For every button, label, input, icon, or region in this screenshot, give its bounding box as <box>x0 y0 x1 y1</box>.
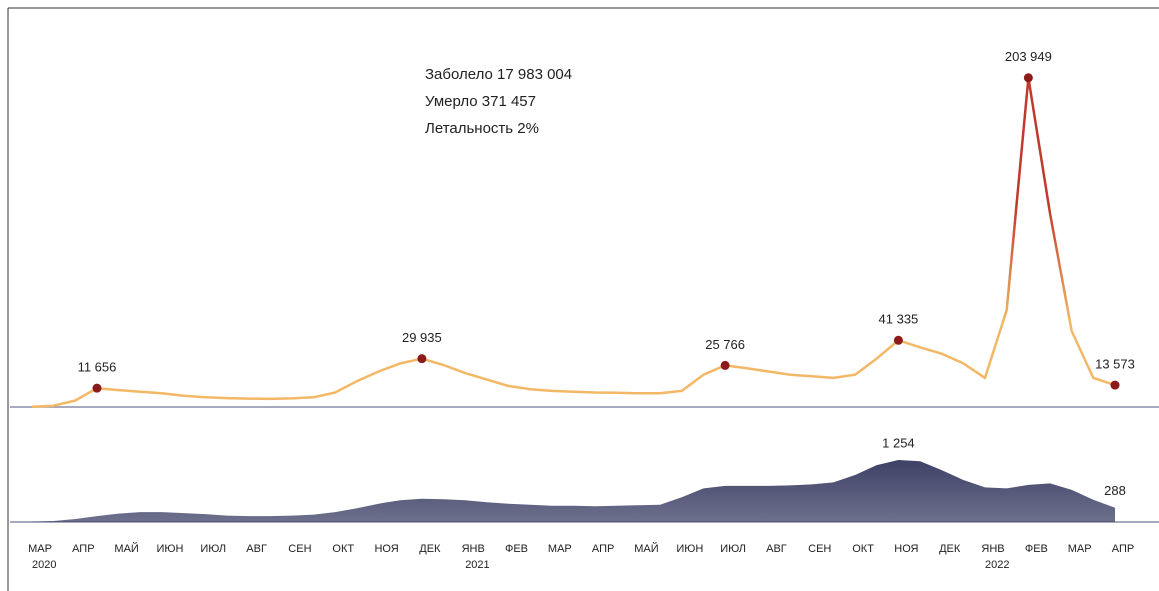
peak-label: 41 335 <box>879 312 919 327</box>
summary-line: Заболело 17 983 004 <box>425 66 572 83</box>
summary-line: Летальность 2% <box>425 120 539 137</box>
peak-point <box>92 383 102 393</box>
x-tick-label: МАЙ <box>114 542 138 555</box>
x-tick-label: МАЙ <box>634 542 658 555</box>
x-tick-label: АПР <box>592 543 614 555</box>
x-tick-label: АПР <box>1112 543 1134 555</box>
x-tick-label: АПР <box>72 543 94 555</box>
deaths-area <box>32 460 1115 522</box>
x-tick-label: АВГ <box>246 543 267 555</box>
x-tick-label: ИЮН <box>676 543 703 555</box>
peak-label: 13 573 <box>1095 357 1135 372</box>
peak-label: 203 949 <box>1005 49 1052 64</box>
peak-point <box>720 360 730 370</box>
x-tick-label: СЕН <box>808 543 831 555</box>
cases-line <box>31 76 1116 408</box>
x-tick-label: ДЕК <box>419 543 441 555</box>
x-tick-label: НОЯ <box>894 543 918 555</box>
x-tick-label: ДЕК <box>939 543 961 555</box>
x-tick-label: МАР <box>28 543 52 555</box>
peak-point <box>417 354 427 364</box>
x-tick-label: ФЕВ <box>1025 543 1048 555</box>
x-tick-label: ОКТ <box>852 543 874 555</box>
x-tick-label: ЯНВ <box>462 543 485 555</box>
year-label: 2020 <box>32 559 56 571</box>
peak-point <box>1110 380 1120 390</box>
x-tick-label: ИЮЛ <box>720 543 746 555</box>
year-label: 2022 <box>985 559 1009 571</box>
peak-label: 11 656 <box>78 360 117 375</box>
x-tick-label: ИЮН <box>156 543 183 555</box>
year-label: 2021 <box>465 559 489 571</box>
death-label: 1 254 <box>882 435 915 450</box>
peak-point <box>893 335 903 345</box>
x-tick-label: ОКТ <box>332 543 354 555</box>
peak-label: 25 766 <box>705 337 745 352</box>
x-tick-label: НОЯ <box>374 543 398 555</box>
x-tick-label: ФЕВ <box>505 543 528 555</box>
peak-label: 29 935 <box>402 330 442 345</box>
x-tick-label: ЯНВ <box>981 543 1004 555</box>
x-tick-label: ИЮЛ <box>200 543 226 555</box>
peak-point <box>1023 73 1033 83</box>
summary-line: Умерло 371 457 <box>425 93 536 110</box>
x-tick-label: МАР <box>548 543 572 555</box>
x-tick-label: СЕН <box>288 543 311 555</box>
x-tick-label: АВГ <box>766 543 787 555</box>
x-tick-label: МАР <box>1068 543 1092 555</box>
death-label: 288 <box>1104 483 1126 498</box>
